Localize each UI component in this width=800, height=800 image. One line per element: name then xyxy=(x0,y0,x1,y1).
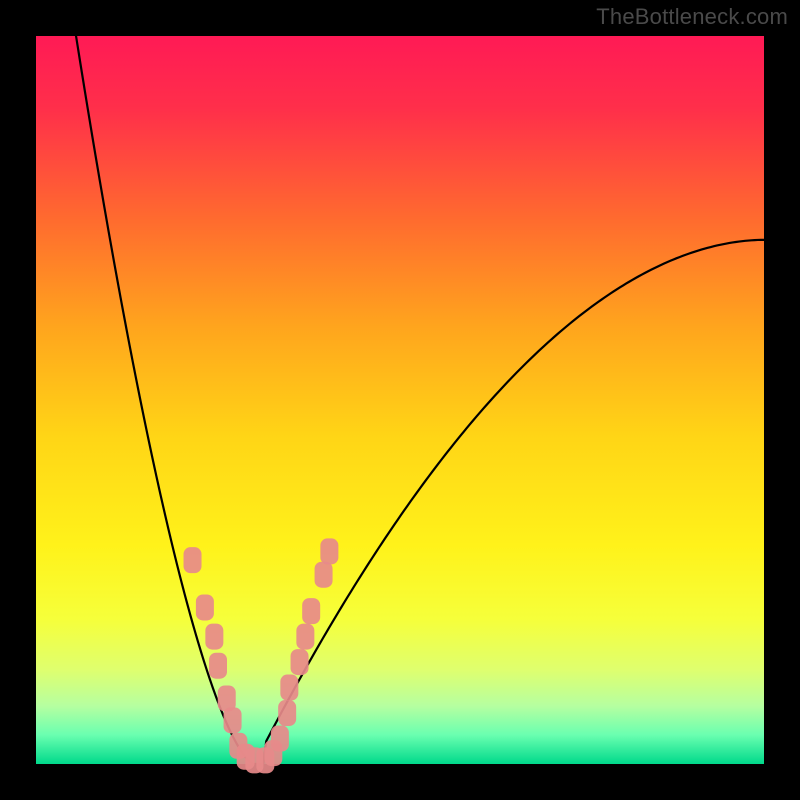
data-marker xyxy=(320,538,338,564)
data-marker xyxy=(296,624,314,650)
data-marker xyxy=(209,653,227,679)
data-marker xyxy=(315,562,333,588)
data-marker xyxy=(196,594,214,620)
data-marker xyxy=(302,598,320,624)
data-marker xyxy=(224,707,242,733)
data-marker xyxy=(278,700,296,726)
bottleneck-chart xyxy=(0,0,800,800)
data-marker xyxy=(205,624,223,650)
attribution-label: TheBottleneck.com xyxy=(596,4,788,30)
data-marker xyxy=(271,726,289,752)
data-marker xyxy=(280,675,298,701)
data-marker xyxy=(291,649,309,675)
plot-background xyxy=(36,36,764,764)
data-marker xyxy=(184,547,202,573)
chart-root: TheBottleneck.com xyxy=(0,0,800,800)
